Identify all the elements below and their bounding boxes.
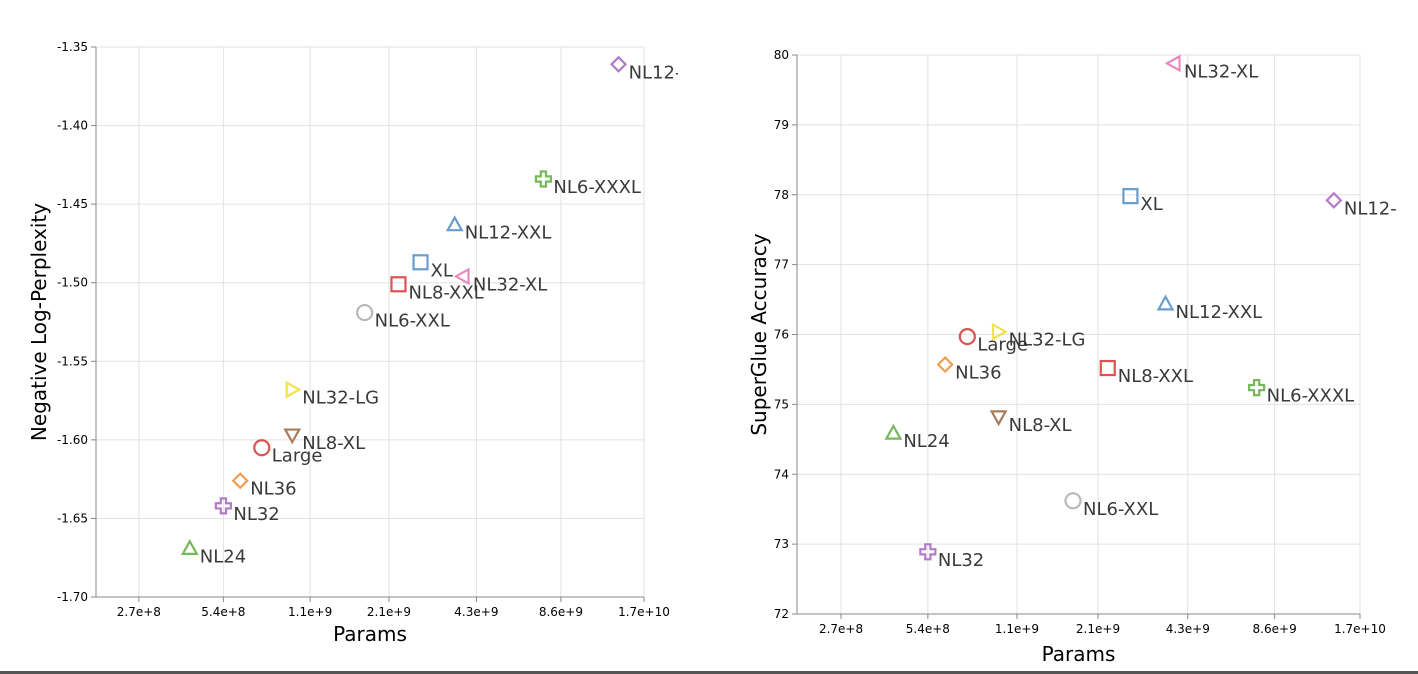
marker-xl bbox=[1122, 188, 1139, 205]
point-label-xl: XL bbox=[1140, 194, 1162, 215]
point-label-nl12-xxxl: NL12- bbox=[629, 62, 682, 83]
x-tick-label: 4.3e+9 bbox=[1166, 622, 1210, 636]
point-label-nl8-xxl: NL8-XXL bbox=[1118, 366, 1193, 387]
point-label-nl12-xxxl: NL12- bbox=[1344, 198, 1397, 219]
x-tick-label: 1.1e+9 bbox=[995, 622, 1039, 636]
point-label-nl8-xl: NL8-XL bbox=[1009, 415, 1072, 436]
x-tick-label: 2.7e+8 bbox=[117, 605, 161, 619]
marker-nl36 bbox=[231, 472, 249, 490]
point-label-nl32-xl: NL32-XL bbox=[473, 274, 547, 295]
point-label-large: Large bbox=[977, 335, 1028, 356]
point-label-nl12-xxl: NL12-XXL bbox=[465, 223, 552, 244]
marker-nl6-xxxl bbox=[534, 170, 552, 188]
x-tick-label: 2.1e+9 bbox=[367, 605, 411, 619]
x-tick-label: 8.6e+9 bbox=[1253, 622, 1297, 636]
marker-nl32-xl bbox=[1164, 54, 1181, 73]
y-tick-label: 74 bbox=[774, 467, 789, 481]
x-axis-title: Params bbox=[1042, 642, 1116, 666]
marker-nl12-xxl bbox=[1156, 294, 1175, 311]
point-label-nl32-xl: NL32-XL bbox=[1184, 61, 1258, 82]
point-label-large: Large bbox=[272, 446, 323, 467]
x-axis-title: Params bbox=[333, 622, 407, 646]
y-tick-label: 72 bbox=[774, 607, 789, 621]
perplexity-panel: -1.35 -1.40 -1.45 -1.50 -1.55 -1.60 -1.65 -1.70… bbox=[27, 40, 682, 646]
point-label-nl6-xxxl: NL6-XXXL bbox=[1267, 386, 1355, 407]
marker-nl36 bbox=[936, 355, 954, 374]
bottom-border bbox=[0, 671, 1418, 674]
point-label-nl6-xxl: NL6-XXL bbox=[1083, 499, 1158, 520]
x-tick-label: 5.4e+8 bbox=[906, 622, 950, 636]
x-tick-label: 2.1e+9 bbox=[1076, 622, 1120, 636]
y-tick-label: -1.55 bbox=[57, 354, 88, 368]
y-tick-label: -1.50 bbox=[57, 276, 88, 290]
marker-nl8-xxl bbox=[390, 276, 407, 293]
point-label-nl36: NL36 bbox=[955, 363, 1001, 384]
point-label-nl32-lg: NL32-LG bbox=[1009, 330, 1086, 351]
x-tick-label: 1.1e+9 bbox=[288, 605, 332, 619]
y-axis-title: SuperGlue Accuracy bbox=[747, 233, 771, 435]
point-label-nl24: NL24 bbox=[903, 431, 949, 452]
marker-nl12-xxxl bbox=[610, 55, 628, 73]
marker-nl6-xxxl bbox=[1248, 379, 1266, 397]
x-tick-label: 2.7e+8 bbox=[819, 622, 863, 636]
y-tick-label: -1.60 bbox=[57, 433, 88, 447]
y-tick-label: 73 bbox=[774, 537, 789, 551]
marker-nl32 bbox=[919, 543, 937, 561]
marker-nl6-xxl bbox=[1064, 492, 1082, 510]
y-tick-label: -1.40 bbox=[57, 119, 88, 133]
x-tick-label: 8.6e+9 bbox=[539, 605, 583, 619]
point-label-xl: XL bbox=[431, 260, 453, 281]
x-tick-label: 4.3e+9 bbox=[454, 605, 498, 619]
x-tick-label: 1.7e+10 bbox=[618, 605, 670, 619]
y-tick-label: 77 bbox=[774, 258, 789, 272]
marker-nl8-xl bbox=[989, 410, 1008, 427]
marker-nl8-xxl bbox=[1099, 359, 1116, 377]
y-tick-label: -1.70 bbox=[57, 590, 88, 604]
marker-nl32-xl bbox=[453, 267, 470, 286]
point-label-nl6-xxl: NL6-XXL bbox=[375, 311, 450, 332]
x-tick-label: 5.4e+8 bbox=[201, 605, 245, 619]
marker-large bbox=[253, 439, 271, 457]
point-label-nl32-lg: NL32-LG bbox=[302, 388, 379, 409]
y-tick-label: 75 bbox=[774, 397, 789, 411]
y-tick-label: -1.45 bbox=[57, 197, 88, 211]
marker-nl12-xxl bbox=[445, 215, 464, 232]
marker-nl24 bbox=[884, 423, 903, 440]
point-label-nl6-xxxl: NL6-XXXL bbox=[553, 177, 641, 198]
point-label-nl32: NL32 bbox=[938, 550, 984, 571]
point-label-nl24: NL24 bbox=[200, 546, 246, 567]
marker-nl24 bbox=[180, 539, 199, 555]
marker-nl8-xl bbox=[283, 428, 302, 445]
marker-nl32-lg bbox=[285, 380, 302, 399]
y-tick-label: 80 bbox=[774, 48, 789, 62]
y-axis-title: Negative Log-Perplexity bbox=[27, 203, 51, 441]
y-tick-label: -1.65 bbox=[57, 511, 88, 525]
marker-nl32-lg bbox=[991, 322, 1008, 341]
y-tick-label: 79 bbox=[774, 118, 789, 132]
point-label-nl12-xxl: NL12-XXL bbox=[1176, 302, 1263, 323]
point-label-nl36: NL36 bbox=[250, 479, 296, 500]
marker-xl bbox=[412, 254, 429, 271]
point-label-nl8-xxl: NL8-XXL bbox=[408, 282, 483, 303]
marker-nl12-xxxl bbox=[1325, 191, 1343, 209]
y-tick-label: -1.35 bbox=[57, 40, 88, 54]
point-label-nl8-xl: NL8-XL bbox=[302, 433, 365, 454]
superglue-panel: 80 79 78 77 76 75 74 73 72 2.7e+8 5.4e+8 1.1e+9 2.1e… bbox=[747, 48, 1397, 666]
y-tick-label: 76 bbox=[774, 328, 789, 342]
marker-large bbox=[958, 327, 976, 346]
marker-nl32 bbox=[214, 497, 232, 515]
y-tick-label: 78 bbox=[774, 188, 789, 202]
marker-nl6-xxl bbox=[356, 303, 374, 322]
x-tick-label: 1.7e+10 bbox=[1334, 622, 1386, 636]
point-label-nl32: NL32 bbox=[233, 504, 279, 525]
